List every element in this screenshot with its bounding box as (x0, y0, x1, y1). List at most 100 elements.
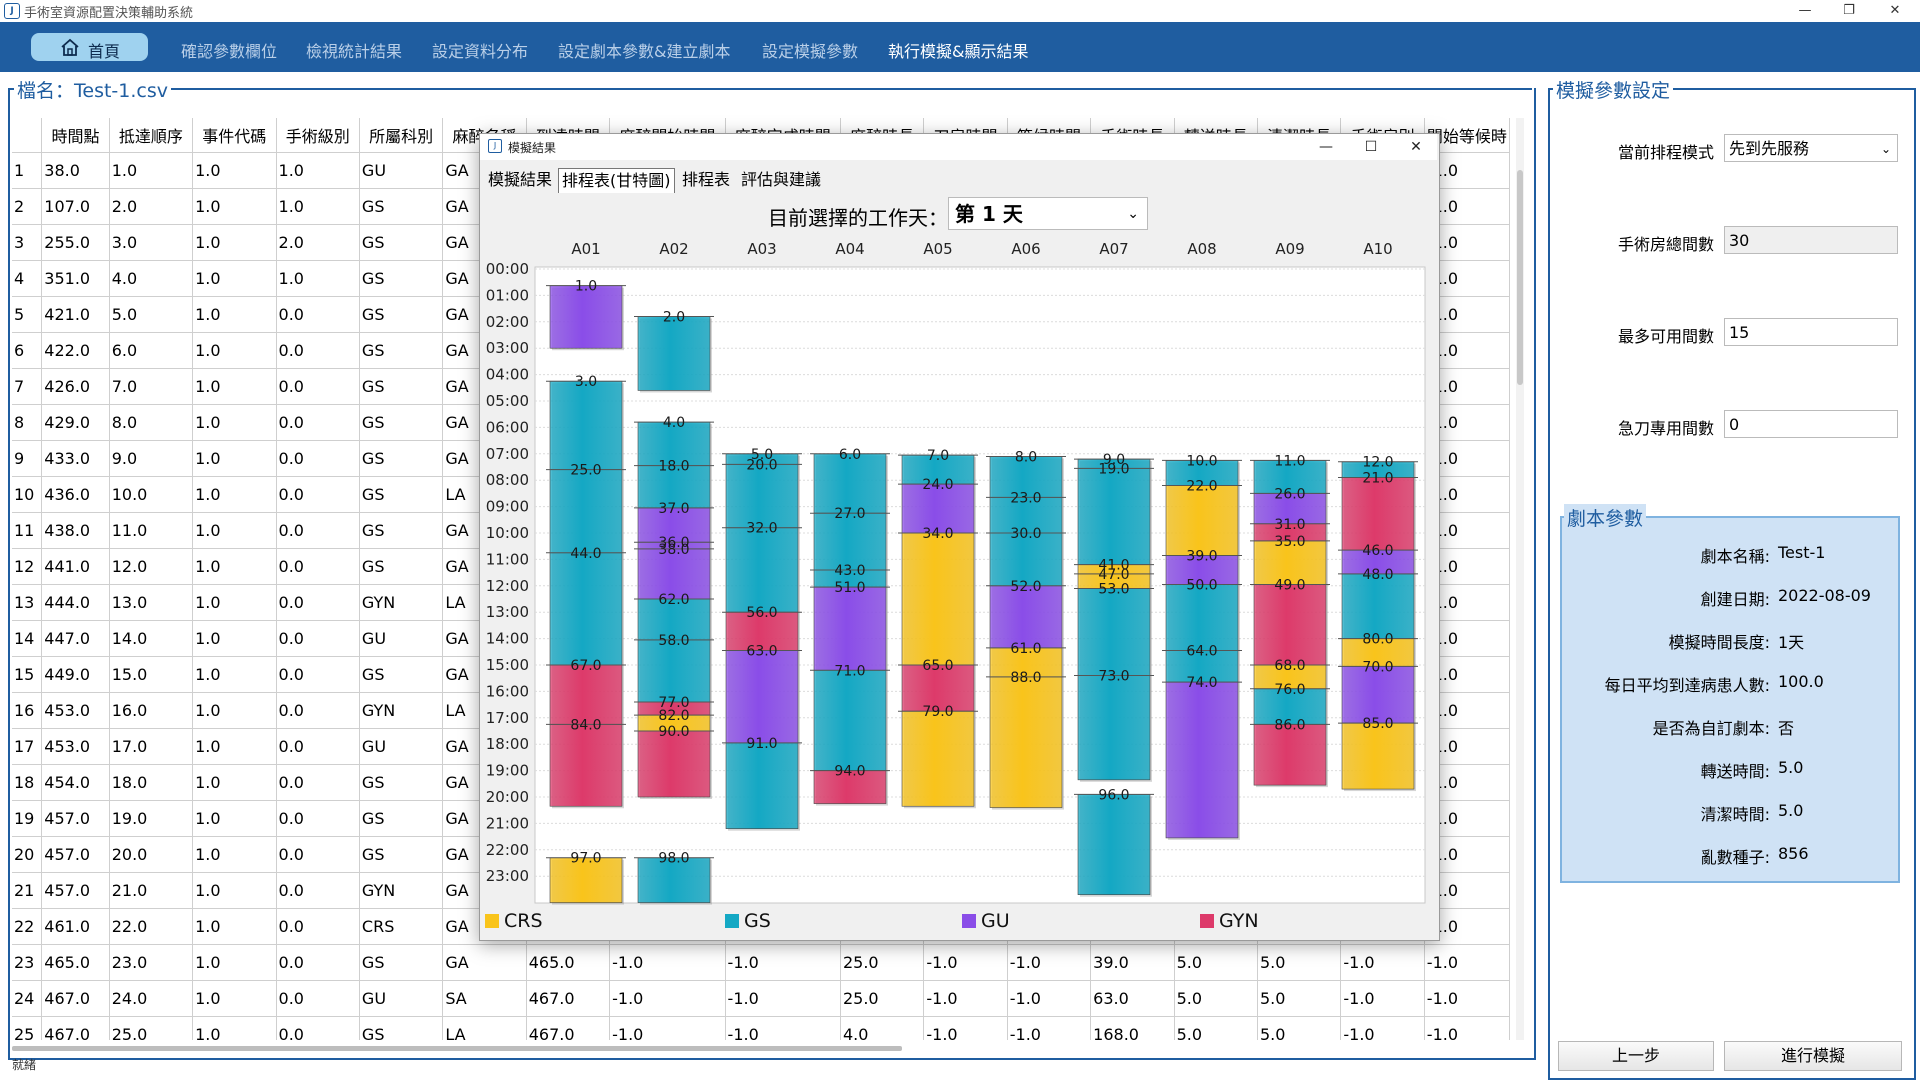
table-cell[interactable]: 433.0 (41, 440, 110, 477)
max-rooms-input[interactable]: 15 (1724, 318, 1898, 346)
table-cell[interactable]: 1.0 (192, 368, 277, 405)
nav-run-sim[interactable]: 執行模擬&顯示結果 (888, 42, 1029, 61)
table-cell[interactable]: 12.0 (109, 548, 194, 585)
close-button[interactable]: ✕ (1889, 3, 1901, 18)
gantt-bar[interactable] (1253, 688, 1327, 725)
table-cell[interactable]: GS (359, 548, 444, 585)
table-cell[interactable]: 453.0 (41, 692, 110, 729)
vertical-scrollbar[interactable] (1516, 118, 1524, 1040)
table-cell[interactable]: 441.0 (41, 548, 110, 585)
vertical-scrollbar-thumb[interactable] (1517, 170, 1523, 385)
table-cell[interactable]: 1.0 (192, 764, 277, 801)
table-cell[interactable]: 7.0 (109, 368, 194, 405)
table-cell[interactable]: 1.0 (192, 404, 277, 441)
table-cell[interactable]: 2.0 (109, 188, 194, 225)
tab-gantt[interactable]: 排程表(甘特圖) (558, 168, 675, 193)
row-index[interactable]: 1 (12, 152, 43, 189)
tab-sim-results[interactable]: 模擬結果 (488, 170, 553, 189)
row-index[interactable]: 17 (12, 728, 43, 765)
gantt-bar[interactable] (549, 552, 623, 666)
table-cell[interactable]: 467.0 (526, 980, 611, 1017)
schedule-mode-select[interactable]: 先到先服務 ⌄ (1724, 134, 1898, 162)
table-cell[interactable]: -1.0 (1007, 980, 1092, 1017)
gantt-bar[interactable] (1077, 588, 1151, 676)
row-index[interactable]: 9 (12, 440, 43, 477)
table-cell[interactable]: 19.0 (109, 800, 194, 837)
table-cell[interactable]: -1.0 (1340, 1016, 1425, 1040)
table-cell[interactable]: 11.0 (109, 512, 194, 549)
column-header[interactable]: 抵達順序 (109, 118, 194, 153)
tab-evaluation[interactable]: 評估與建議 (741, 170, 822, 189)
table-cell[interactable]: 453.0 (41, 728, 110, 765)
table-cell[interactable]: 5.0 (1257, 1016, 1342, 1040)
gantt-bar[interactable] (813, 669, 887, 771)
table-cell[interactable]: 351.0 (41, 260, 110, 297)
table-cell[interactable]: 0.0 (276, 620, 360, 657)
table-cell[interactable]: 465.0 (41, 944, 110, 981)
dialog-minimize-button[interactable]: — (1319, 139, 1333, 155)
table-cell[interactable]: 449.0 (41, 656, 110, 693)
row-index[interactable]: 21 (12, 872, 43, 909)
table-cell[interactable]: 444.0 (41, 584, 110, 621)
gantt-bar[interactable] (1341, 477, 1415, 551)
table-cell[interactable]: 457.0 (41, 872, 110, 909)
horizontal-scrollbar[interactable] (12, 1046, 902, 1051)
dialog-close-button[interactable]: ✕ (1410, 139, 1422, 155)
table-cell[interactable]: 5.0 (1174, 1016, 1258, 1040)
gantt-bar[interactable] (901, 664, 975, 712)
gantt-bar[interactable] (637, 421, 711, 466)
table-cell[interactable]: 17.0 (109, 728, 194, 765)
gantt-bar[interactable] (1165, 555, 1239, 585)
table-cell[interactable]: 467.0 (41, 1016, 110, 1040)
gantt-bar[interactable] (989, 532, 1063, 587)
table-cell[interactable]: 1.0 (192, 476, 277, 513)
table-cell[interactable]: 6.0 (109, 332, 194, 369)
minimize-button[interactable]: — (1798, 3, 1812, 18)
table-cell[interactable]: 0.0 (276, 728, 360, 765)
table-cell[interactable]: -1.0 (1340, 944, 1425, 981)
table-cell[interactable]: GU (359, 152, 444, 189)
table-cell[interactable]: 15.0 (109, 656, 194, 693)
gantt-bar[interactable] (637, 507, 711, 543)
table-cell[interactable]: GS (359, 944, 444, 981)
gantt-bar[interactable] (637, 639, 711, 703)
table-cell[interactable]: 421.0 (41, 296, 110, 333)
table-cell[interactable]: GU (359, 620, 444, 657)
table-cell[interactable]: 454.0 (41, 764, 110, 801)
column-header[interactable]: 手術級別 (276, 118, 360, 153)
table-cell[interactable]: 457.0 (41, 800, 110, 837)
workday-select[interactable]: 第 1 天 ⌄ (948, 197, 1148, 230)
gantt-bar[interactable] (549, 285, 623, 349)
row-index[interactable]: 15 (12, 656, 43, 693)
table-cell[interactable]: 21.0 (109, 872, 194, 909)
home-button[interactable] (31, 33, 148, 61)
table-cell[interactable]: 447.0 (41, 620, 110, 657)
table-cell[interactable]: 14.0 (109, 620, 194, 657)
emergency-rooms-input[interactable]: 0 (1724, 410, 1898, 438)
row-index[interactable]: 4 (12, 260, 43, 297)
table-cell[interactable]: 20.0 (109, 836, 194, 873)
table-cell[interactable]: 5.0 (109, 296, 194, 333)
nav-view-stats[interactable]: 檢視統計結果 (306, 42, 403, 61)
gantt-bar[interactable] (725, 742, 799, 829)
table-cell[interactable]: GS (359, 296, 444, 333)
table-cell[interactable]: GU (359, 980, 444, 1017)
table-cell[interactable]: 426.0 (41, 368, 110, 405)
table-cell[interactable]: 22.0 (109, 908, 194, 945)
row-index[interactable]: 18 (12, 764, 43, 801)
table-cell[interactable]: -1.0 (725, 944, 841, 981)
table-cell[interactable]: 1.0 (192, 548, 277, 585)
table-cell[interactable]: 467.0 (526, 1016, 611, 1040)
table-cell[interactable]: -1.0 (1007, 1016, 1092, 1040)
nav-script-params[interactable]: 設定劇本參數&建立劇本 (558, 42, 731, 61)
row-index[interactable]: 20 (12, 836, 43, 873)
table-cell[interactable]: GS (359, 656, 444, 693)
table-cell[interactable]: GS (359, 224, 444, 261)
table-cell[interactable]: 429.0 (41, 404, 110, 441)
table-cell[interactable]: -1.0 (923, 980, 1008, 1017)
nav-confirm-params[interactable]: 確認參數欄位 (181, 42, 278, 61)
table-cell[interactable]: 1.0 (192, 224, 277, 261)
gantt-bar[interactable] (637, 730, 711, 798)
table-cell[interactable]: GS (359, 836, 444, 873)
table-cell[interactable]: 1.0 (192, 980, 277, 1017)
